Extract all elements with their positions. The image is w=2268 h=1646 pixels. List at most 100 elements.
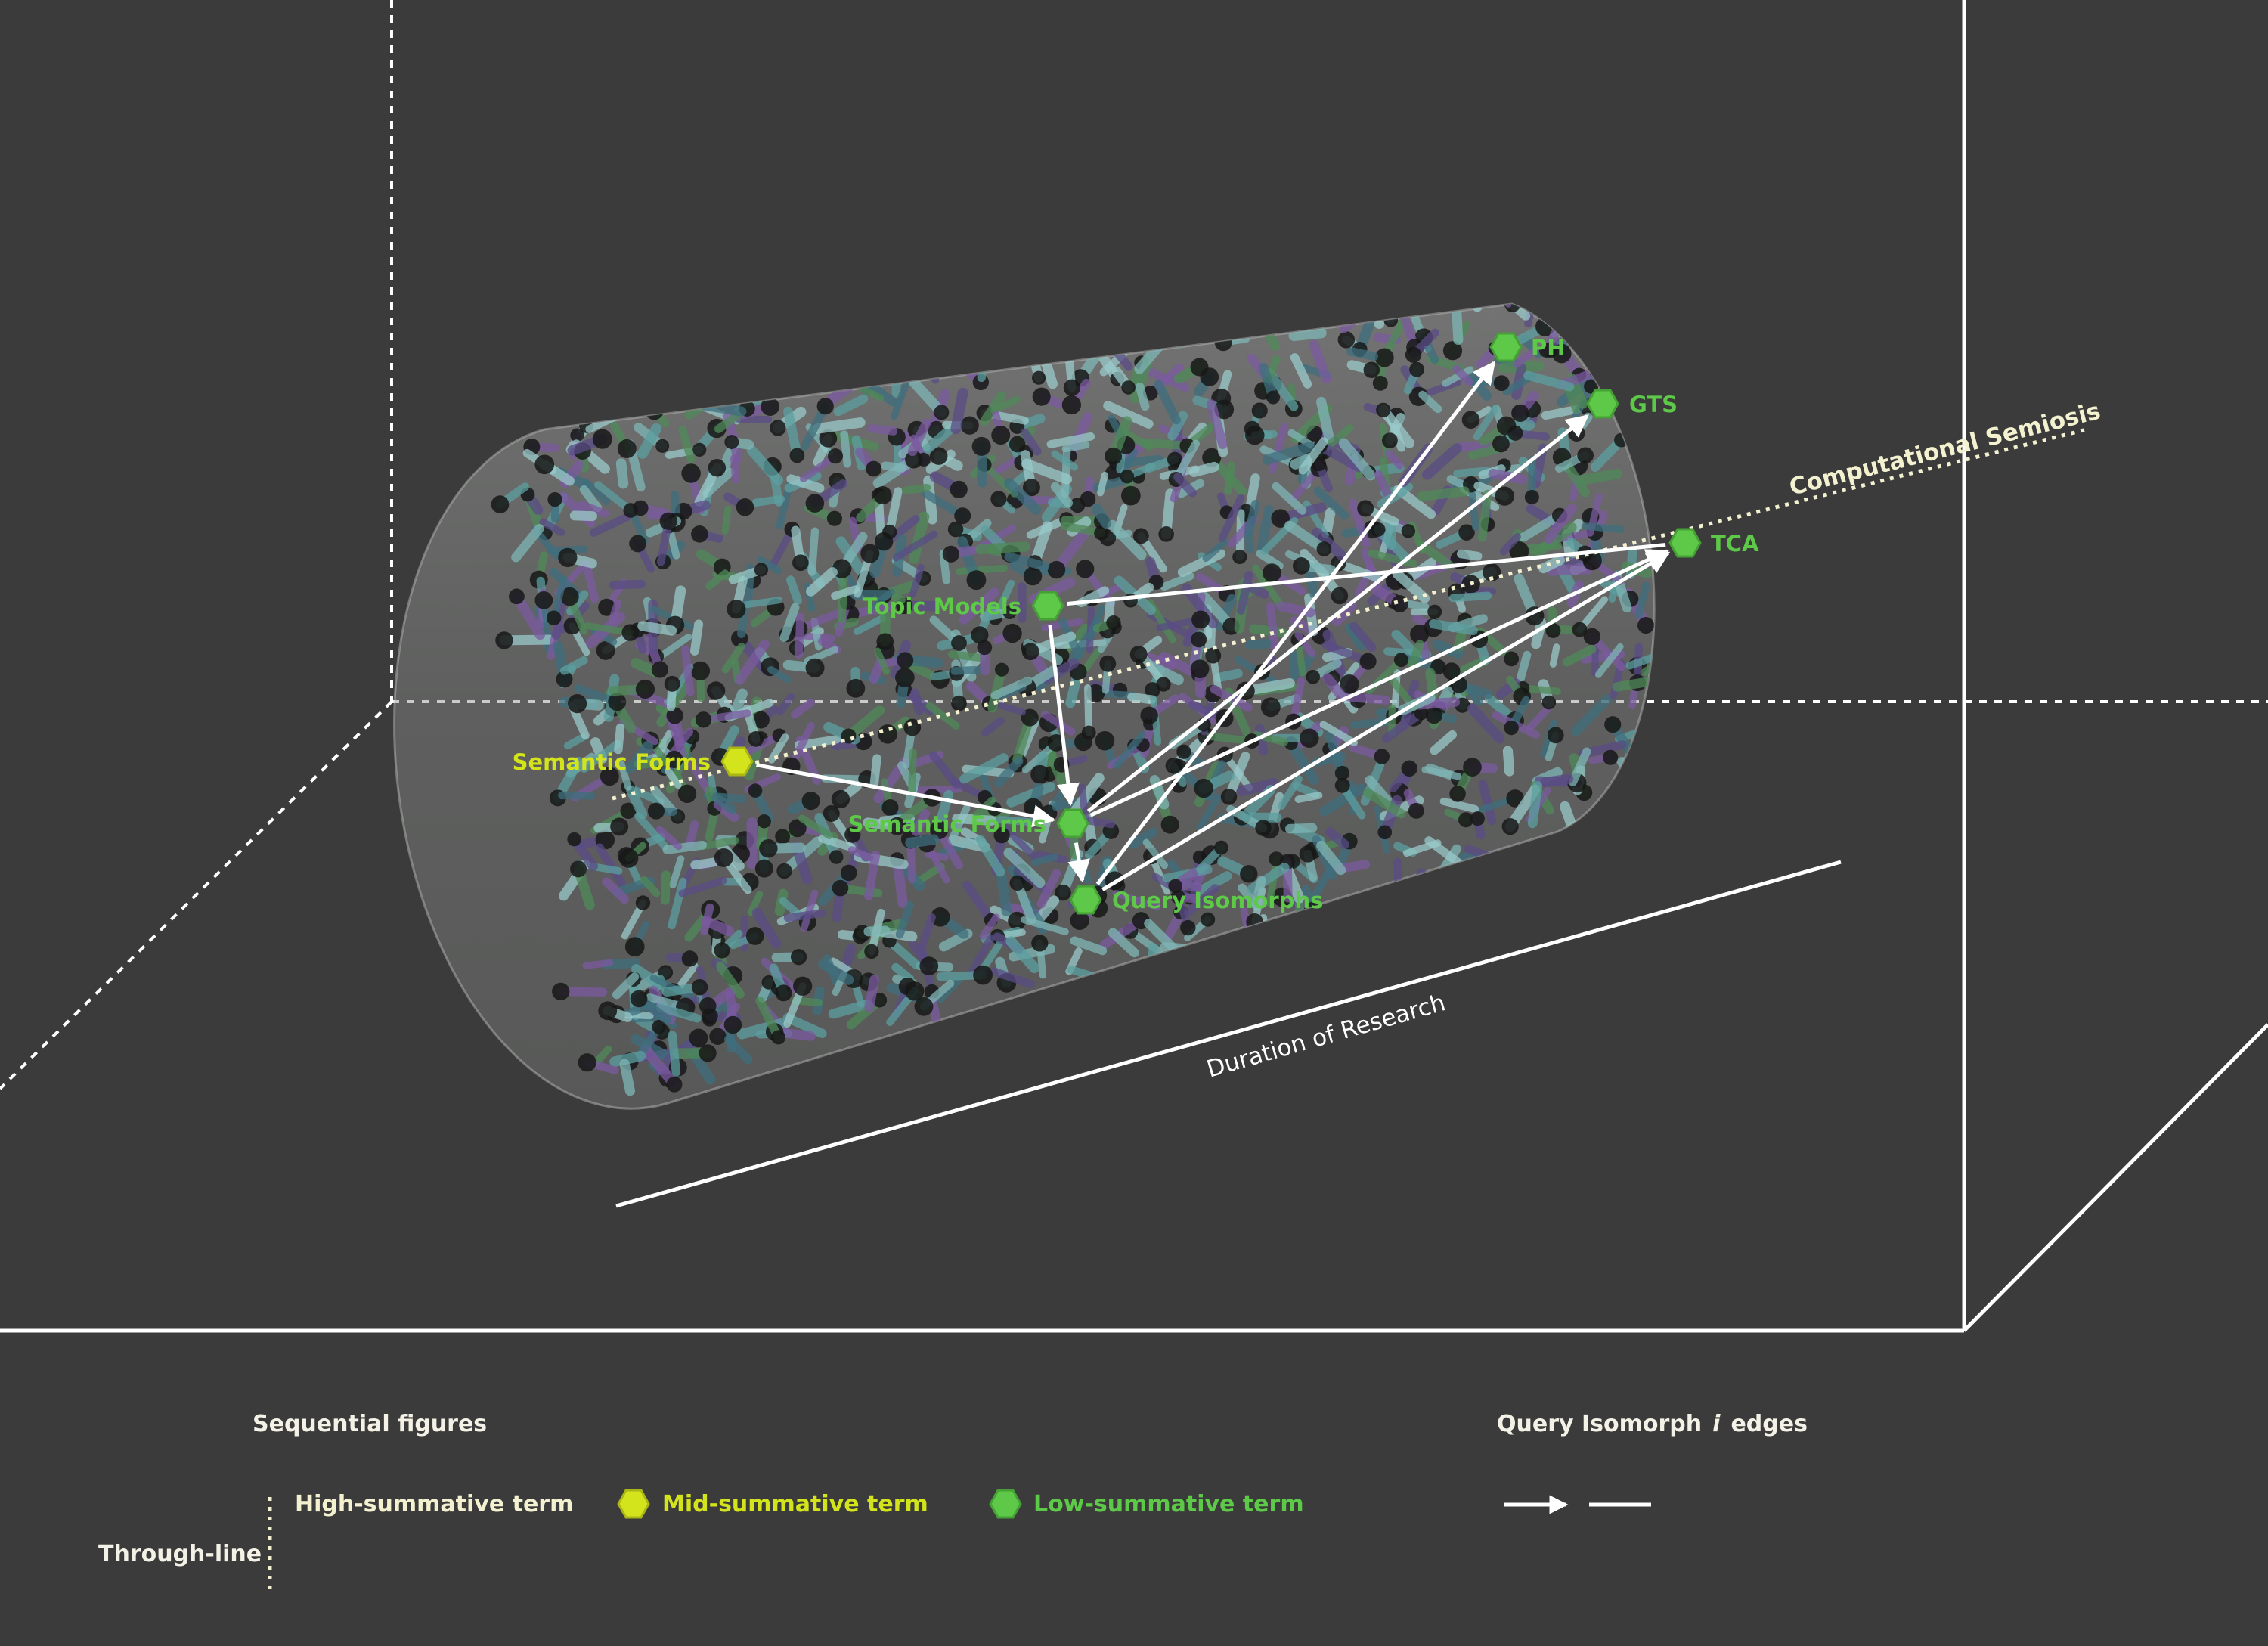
concept-joint xyxy=(1491,851,1511,871)
concept-joint xyxy=(1672,642,1687,657)
concept-tube xyxy=(662,840,707,854)
concept-tube xyxy=(1613,836,1626,885)
concept-tube-network xyxy=(491,203,1687,1096)
legend-through-line-label: Through-line xyxy=(98,1541,262,1567)
concept-tube xyxy=(1417,540,1454,569)
concept-tube xyxy=(1152,307,1167,337)
concept-joint xyxy=(1098,972,1114,988)
node-tca[interactable]: TCA xyxy=(1668,528,1759,558)
concept-joint xyxy=(1306,669,1321,684)
concept-tube xyxy=(1113,730,1146,769)
concept-tube xyxy=(1344,623,1367,651)
concept-joint xyxy=(666,707,683,724)
concept-tube xyxy=(826,383,853,405)
concept-tube xyxy=(1084,684,1092,736)
concept-tube xyxy=(668,1031,681,1077)
concept-joint xyxy=(911,330,928,347)
concept-tube xyxy=(783,406,802,460)
concept-tube xyxy=(582,959,614,969)
concept-tube xyxy=(1591,644,1600,677)
concept-tube xyxy=(925,702,960,730)
concept-tube xyxy=(1012,348,1045,365)
concept-joint xyxy=(690,661,711,680)
concept-joint xyxy=(840,864,857,882)
concept-joint xyxy=(570,428,584,442)
concept-tube xyxy=(779,603,800,642)
concept-joint xyxy=(1191,610,1210,629)
concept-tube xyxy=(1442,366,1474,387)
concept-joint xyxy=(878,724,897,744)
concept-tube xyxy=(580,739,621,773)
concept-tube xyxy=(581,559,600,603)
node-query-isomorphs[interactable]: Query Isomorphs xyxy=(1069,885,1323,915)
concept-tube xyxy=(1112,889,1161,911)
concept-joint xyxy=(1494,268,1511,285)
concept-joint xyxy=(1634,773,1650,789)
concept-joint xyxy=(1241,935,1261,956)
concept-tube xyxy=(1425,668,1438,699)
concept-tube xyxy=(676,962,699,990)
concept-tube xyxy=(1477,489,1492,542)
concept-tube xyxy=(959,753,1009,784)
concept-tube xyxy=(1626,807,1655,842)
concept-joint xyxy=(864,944,879,959)
concept-tube xyxy=(1142,304,1163,319)
node-semantic-forms-mid[interactable]: Semantic Forms xyxy=(513,746,754,777)
concept-joint xyxy=(708,458,727,477)
concept-tube xyxy=(591,1045,612,1068)
concept-tube xyxy=(1491,855,1514,896)
low-summative-hexagon-icon xyxy=(1586,389,1619,419)
concept-tube xyxy=(1432,639,1464,659)
concept-tube xyxy=(1572,304,1619,317)
concept-joint xyxy=(1095,730,1115,751)
concept-tube xyxy=(1202,538,1228,563)
concept-joint xyxy=(1260,697,1281,718)
concept-tube xyxy=(910,688,924,716)
concept-joint xyxy=(775,984,792,1002)
concept-tube xyxy=(1209,304,1219,338)
concept-tube xyxy=(1163,304,1201,317)
through-line xyxy=(612,427,2087,801)
concept-joint xyxy=(919,956,939,976)
concept-joint xyxy=(681,463,701,483)
concept-tube xyxy=(1492,857,1505,893)
concept-joint xyxy=(860,544,880,563)
concept-tube xyxy=(818,834,856,852)
concept-tube xyxy=(1581,522,1625,533)
concept-joint xyxy=(1190,659,1210,679)
concept-joint xyxy=(560,587,579,606)
concept-tube xyxy=(1269,304,1306,318)
concept-tube xyxy=(1448,591,1492,603)
concept-joint xyxy=(1605,304,1622,317)
concept-tube xyxy=(1534,222,1573,231)
concept-tube xyxy=(1402,304,1422,317)
concept-tube xyxy=(563,733,587,750)
concept-joint xyxy=(819,429,838,448)
concept-joint xyxy=(1337,331,1356,349)
concept-tube xyxy=(867,423,898,436)
concept-tube xyxy=(1315,441,1365,473)
concept-joint xyxy=(1486,211,1500,225)
node-semantic-forms-low[interactable]: Semantic Forms xyxy=(848,808,1089,838)
node-topic-models[interactable]: Topic Models xyxy=(863,591,1064,621)
node-gts[interactable]: GTS xyxy=(1586,389,1678,419)
concept-tube xyxy=(680,645,695,696)
concept-joint xyxy=(1452,265,1469,283)
node-ph[interactable]: PH xyxy=(1489,332,1566,362)
concept-joint xyxy=(1470,811,1485,826)
concept-joint xyxy=(1120,469,1135,484)
concept-tube xyxy=(1551,228,1555,264)
concept-joint xyxy=(1463,758,1482,777)
concept-joint xyxy=(1129,645,1148,663)
concept-joint xyxy=(495,631,513,649)
concept-tube xyxy=(1346,347,1379,361)
concept-joint xyxy=(1214,399,1235,420)
concept-joint xyxy=(954,507,971,525)
concept-joint xyxy=(761,397,779,416)
concept-tube xyxy=(1548,203,1578,235)
concept-tube xyxy=(669,855,685,889)
concept-tube xyxy=(813,417,866,434)
concept-joint xyxy=(829,850,844,864)
concept-joint xyxy=(805,494,825,513)
